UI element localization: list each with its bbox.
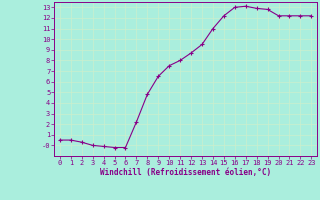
X-axis label: Windchill (Refroidissement éolien,°C): Windchill (Refroidissement éolien,°C)	[100, 168, 271, 177]
